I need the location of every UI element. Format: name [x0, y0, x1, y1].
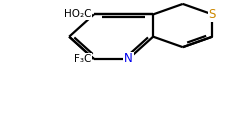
Text: F₃C: F₃C — [74, 54, 91, 64]
Text: N: N — [124, 52, 133, 66]
Text: S: S — [209, 8, 216, 21]
Text: HO₂C: HO₂C — [64, 9, 91, 19]
